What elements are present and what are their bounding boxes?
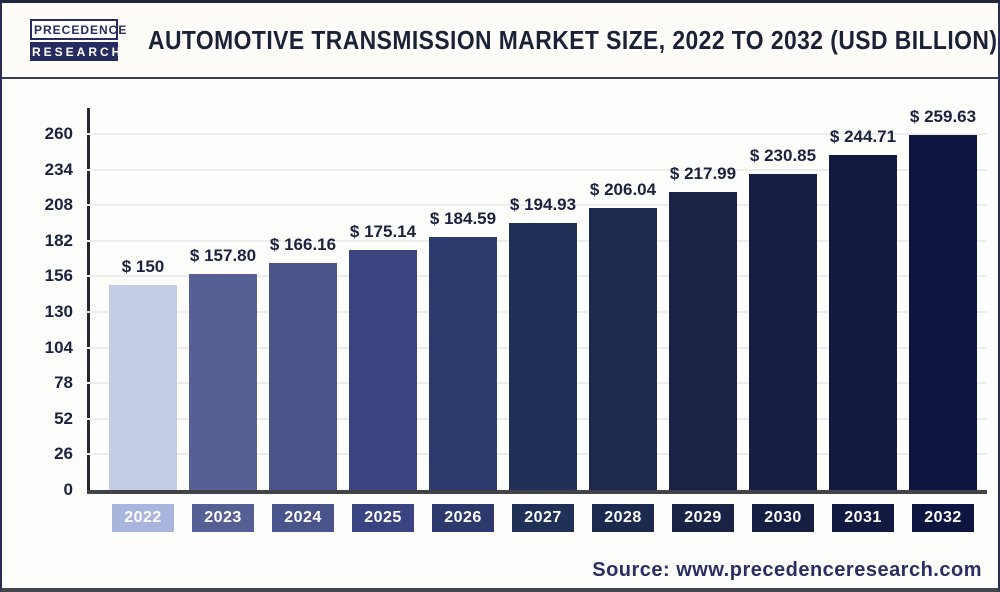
y-tick-label: 0 xyxy=(63,480,73,499)
bar xyxy=(669,191,737,490)
header: PRECEDENCE RESEARCH AUTOMOTIVE TRANSMISS… xyxy=(2,3,998,79)
year-label: 2030 xyxy=(752,504,814,532)
bar xyxy=(909,134,977,490)
y-tick-label: 156 xyxy=(44,266,73,286)
y-tick-label: 182 xyxy=(44,230,73,250)
source-text: Source: www.precedenceresearch.com xyxy=(592,559,982,581)
logo-line-research: RESEARCH xyxy=(30,42,120,61)
bar-value-label: $ 206.04 xyxy=(589,179,657,199)
year-label: 2029 xyxy=(672,504,734,532)
bar-value-label: $ 230.85 xyxy=(749,145,817,165)
precedence-research-logo: PRECEDENCE RESEARCH xyxy=(30,19,126,61)
year-label: 2031 xyxy=(832,504,894,532)
bar xyxy=(189,273,257,490)
y-tick-label: 26 xyxy=(54,444,73,464)
year-label: 2032 xyxy=(912,504,974,532)
bar-value-label: $ 175.14 xyxy=(349,222,417,242)
year-label: 2026 xyxy=(432,504,494,532)
y-tick-label: 52 xyxy=(54,408,73,428)
x-axis-baseline xyxy=(87,490,987,494)
bar-value-label: $ 150 xyxy=(121,256,165,276)
gridline xyxy=(87,168,987,171)
year-label: 2023 xyxy=(192,504,254,532)
bar xyxy=(509,223,577,490)
page-title: AUTOMOTIVE TRANSMISSION MARKET SIZE, 202… xyxy=(148,24,998,55)
plot-area: 0 26 52 78 104 130 156 182 208 234 260 $ 150 $ 157.8… xyxy=(45,107,987,499)
year-label: 2022 xyxy=(112,504,174,532)
bar xyxy=(749,173,817,490)
bar xyxy=(349,250,417,490)
bar-value-label: $ 157.80 xyxy=(189,245,257,265)
bar-value-label: $ 184.59 xyxy=(429,209,497,229)
year-label: 2025 xyxy=(352,504,414,532)
bar xyxy=(829,154,897,490)
bar xyxy=(109,284,177,490)
y-tick-label: 104 xyxy=(44,337,73,357)
bar-value-label: $ 194.93 xyxy=(509,195,577,215)
y-tick-label: 260 xyxy=(44,124,73,143)
year-label: 2024 xyxy=(272,504,334,532)
year-label: 2027 xyxy=(512,504,574,532)
x-labels-row: 2022 2023 2024 2025 2026 2027 2028 2029 2030 2031… xyxy=(87,504,987,532)
gridline xyxy=(87,204,987,207)
bar-value-label: $ 166.16 xyxy=(269,234,337,254)
bar-value-label: $ 259.63 xyxy=(909,106,977,126)
gridline xyxy=(87,133,987,135)
y-tick-label: 78 xyxy=(54,373,73,393)
bar xyxy=(429,237,497,490)
y-tick-label: 208 xyxy=(44,195,73,215)
y-axis-line xyxy=(87,108,90,494)
bar xyxy=(269,262,337,490)
y-tick-label: 234 xyxy=(44,159,73,179)
bar xyxy=(589,207,657,490)
year-label: 2028 xyxy=(592,504,654,532)
bar-value-label: $ 244.71 xyxy=(829,126,897,146)
bar-value-label: $ 217.99 xyxy=(669,163,737,183)
y-tick-label: 130 xyxy=(44,302,73,321)
logo-line-precedence: PRECEDENCE xyxy=(30,19,126,40)
